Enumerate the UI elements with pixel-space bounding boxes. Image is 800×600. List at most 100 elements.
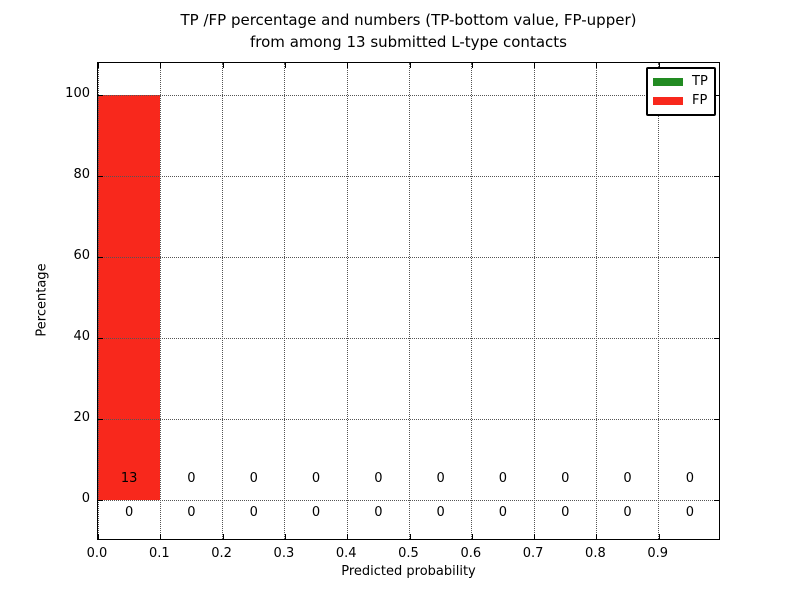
count-tp-bin5: 0 bbox=[436, 505, 445, 520]
count-tp-bin9: 0 bbox=[685, 505, 694, 520]
x-tick-bottom bbox=[409, 534, 411, 539]
count-fp-bin0: 13 bbox=[120, 471, 138, 486]
h-gridline-20 bbox=[98, 418, 719, 420]
y-tick-label: 60 bbox=[73, 248, 90, 263]
y-tick-left bbox=[98, 257, 103, 258]
x-tick-label: 0.1 bbox=[148, 546, 170, 561]
x-tick-bottom bbox=[347, 534, 349, 539]
count-tp-bin1: 0 bbox=[187, 505, 196, 520]
y-tick-left bbox=[98, 500, 103, 501]
y-tick-label: 20 bbox=[73, 410, 90, 425]
y-tick-left bbox=[98, 419, 103, 420]
x-tick-label: 0.3 bbox=[273, 546, 295, 561]
count-fp-bin6: 0 bbox=[498, 471, 508, 486]
y-tick-right bbox=[714, 338, 719, 339]
count-fp-bin7: 0 bbox=[561, 471, 570, 486]
tp-color-swatch bbox=[653, 77, 683, 86]
v-gridline-0.4 bbox=[346, 63, 348, 539]
y-tick-label: 0 bbox=[81, 491, 90, 506]
x-tick-top bbox=[471, 63, 473, 68]
x-tick-bottom bbox=[596, 534, 598, 539]
x-tick-label: 0.9 bbox=[647, 546, 669, 561]
count-tp-bin0: 0 bbox=[125, 505, 134, 520]
x-tick-top bbox=[347, 63, 349, 68]
x-tick-label: 0.7 bbox=[522, 546, 544, 561]
x-tick-top bbox=[658, 63, 660, 68]
y-tick-right bbox=[714, 95, 719, 96]
chart-title: TP /FP percentage and numbers (TP-bottom… bbox=[97, 9, 720, 53]
h-gridline-0 bbox=[98, 499, 719, 501]
count-tp-bin3: 0 bbox=[311, 505, 321, 520]
tick-marks bbox=[98, 63, 719, 539]
legend-label-fp: FP bbox=[692, 93, 708, 109]
plot-area: 13 0 0 0 0 0 0 0 0 0 0 0 0 0 0 0 0 0 0 0 TP FP bbox=[97, 62, 720, 540]
x-tick-bottom bbox=[98, 534, 99, 539]
count-labels: 13 0 0 0 0 0 0 0 0 0 0 0 0 0 0 0 0 0 0 0 bbox=[98, 63, 719, 539]
h-gridline-100 bbox=[98, 94, 719, 96]
y-tick-label: 40 bbox=[73, 329, 90, 344]
x-tick-top bbox=[98, 63, 99, 68]
x-tick-bottom bbox=[222, 534, 224, 539]
y-axis-label: Percentage bbox=[34, 263, 50, 337]
v-gridline-0.0 bbox=[97, 63, 99, 539]
y-tick-left bbox=[98, 95, 103, 96]
y-tick-left bbox=[98, 176, 103, 177]
v-gridline-0.3 bbox=[284, 63, 286, 539]
count-tp-bin7: 0 bbox=[561, 505, 570, 520]
x-tick-top bbox=[534, 63, 536, 68]
x-tick-label: 0.8 bbox=[585, 546, 606, 561]
y-tick-left bbox=[98, 338, 103, 339]
count-fp-bin2: 0 bbox=[249, 471, 258, 486]
count-fp-bin9: 0 bbox=[685, 471, 694, 486]
count-fp-bin5: 0 bbox=[436, 471, 445, 486]
v-gridline-0.1 bbox=[159, 63, 161, 539]
legend-entry-fp: FP bbox=[653, 94, 709, 108]
v-gridline-0.9 bbox=[658, 63, 660, 539]
h-gridline-40 bbox=[98, 337, 719, 339]
y-tick-right bbox=[714, 419, 719, 420]
count-tp-bin2: 0 bbox=[249, 505, 258, 520]
count-fp-bin4: 0 bbox=[374, 471, 383, 486]
x-tick-label: 0.5 bbox=[398, 546, 419, 561]
x-tick-label: 0.0 bbox=[86, 546, 108, 561]
x-tick-bottom bbox=[658, 534, 660, 539]
h-gridline-60 bbox=[98, 256, 719, 258]
v-gridline-0.6 bbox=[471, 63, 473, 539]
count-tp-bin8: 0 bbox=[623, 505, 632, 520]
count-fp-bin1: 0 bbox=[187, 471, 196, 486]
x-tick-top bbox=[222, 63, 224, 68]
legend-label-tp: TP bbox=[692, 73, 708, 89]
legend-entry-tp: TP bbox=[653, 73, 709, 89]
x-tick-bottom bbox=[160, 534, 162, 539]
gridlines bbox=[97, 63, 719, 539]
y-tick-right bbox=[714, 257, 719, 258]
x-tick-top bbox=[160, 63, 162, 68]
count-tp-bin4: 0 bbox=[374, 505, 383, 520]
x-tick-label: 0.4 bbox=[335, 546, 357, 561]
bars bbox=[98, 63, 719, 539]
y-tick-label: 80 bbox=[73, 167, 90, 182]
count-fp-bin3: 0 bbox=[311, 471, 321, 486]
count-fp-bin8: 0 bbox=[623, 471, 632, 486]
v-gridline-0.2 bbox=[222, 63, 224, 539]
y-tick-right bbox=[714, 176, 719, 177]
legend: TP FP bbox=[646, 67, 716, 116]
chart-title-line1: TP /FP percentage and numbers (TP-bottom… bbox=[180, 11, 637, 29]
x-tick-bottom bbox=[284, 534, 286, 539]
v-gridline-0.7 bbox=[533, 63, 535, 539]
v-gridline-0.5 bbox=[409, 63, 410, 539]
h-gridline-80 bbox=[98, 175, 719, 177]
chart-title-line2: from among 13 submitted L-type contacts bbox=[250, 33, 567, 51]
x-tick-top bbox=[409, 63, 411, 68]
y-tick-label: 100 bbox=[65, 86, 90, 101]
x-axis-label: Predicted probability bbox=[341, 564, 476, 579]
x-tick-top bbox=[284, 63, 286, 68]
x-tick-label: 0.6 bbox=[460, 546, 482, 561]
count-tp-bin6: 0 bbox=[498, 505, 508, 520]
x-tick-label: 0.2 bbox=[211, 546, 232, 561]
x-tick-top bbox=[596, 63, 598, 68]
x-tick-bottom bbox=[534, 534, 536, 539]
v-gridline-0.8 bbox=[595, 63, 597, 539]
y-tick-right bbox=[714, 500, 719, 501]
